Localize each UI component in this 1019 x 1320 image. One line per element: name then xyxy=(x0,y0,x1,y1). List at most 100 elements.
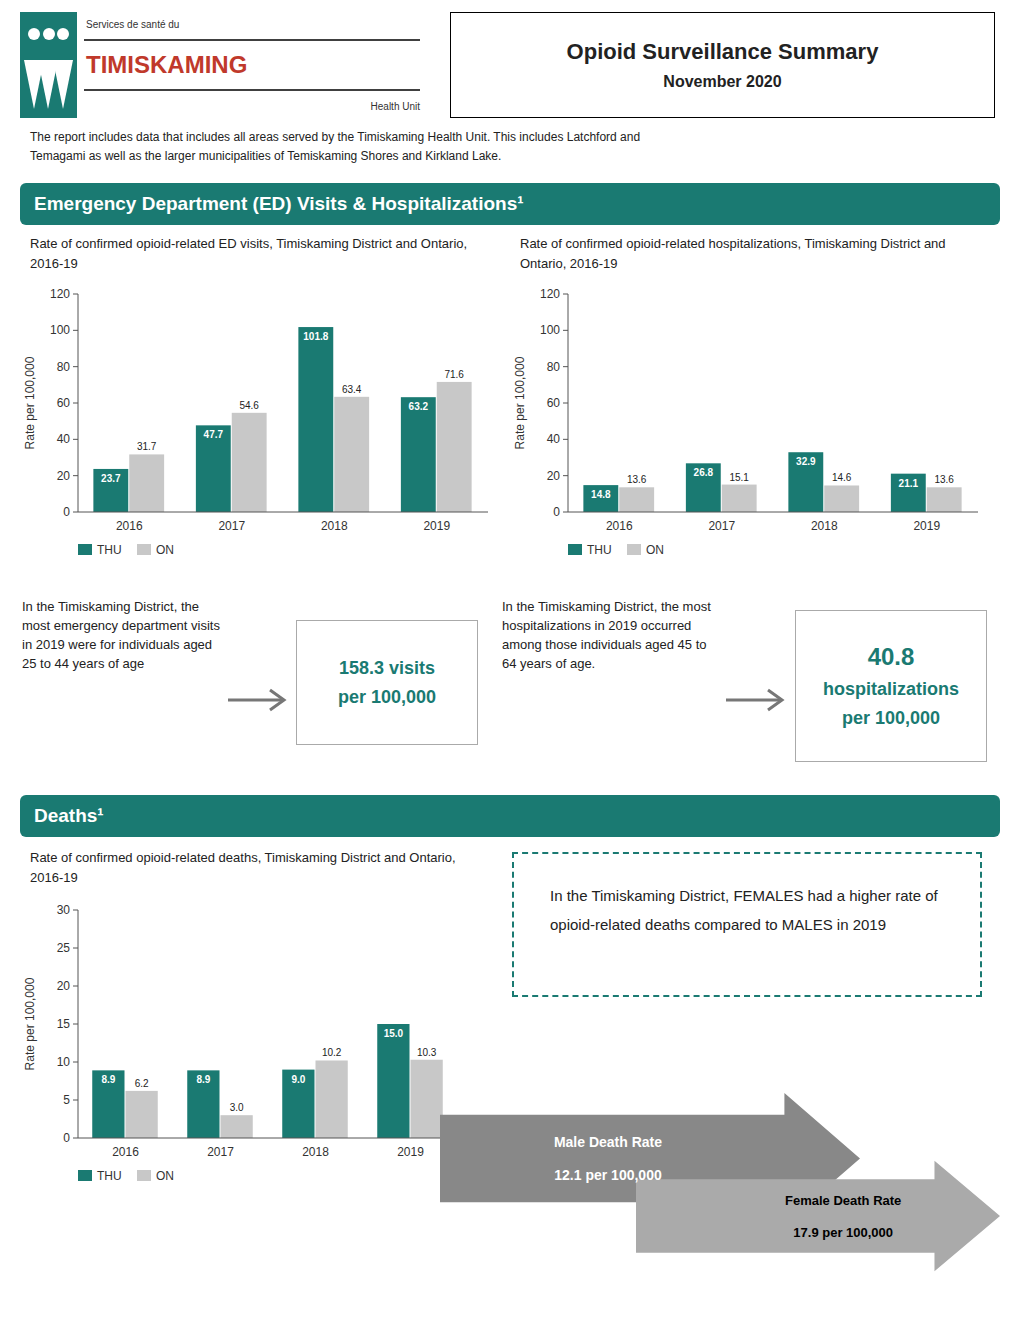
data-label: 63.2 xyxy=(409,401,429,412)
y-tick-label: 30 xyxy=(57,903,71,917)
arrow-head xyxy=(270,690,284,710)
data-label: 71.6 xyxy=(444,369,464,380)
female-arrow xyxy=(636,1161,1000,1271)
stat-text: 158.3 visits xyxy=(339,658,435,679)
logo-rule xyxy=(84,39,420,41)
legend-swatch xyxy=(137,544,151,555)
legend-swatch xyxy=(627,544,641,555)
legend-swatch xyxy=(137,1170,151,1181)
y-axis xyxy=(568,294,569,512)
bar xyxy=(891,474,926,512)
sex-arrows: Male Death Rate12.1 per 100,000Female De… xyxy=(440,1055,1000,1285)
x-axis xyxy=(78,1138,458,1139)
y-tick xyxy=(73,948,78,949)
bar-chart: Rate per 100,00002040608010012023.747.71… xyxy=(20,276,500,576)
y-tick-label: 0 xyxy=(63,1131,70,1145)
bar xyxy=(232,413,267,512)
x-tick-label: 2016 xyxy=(112,1145,139,1159)
bar xyxy=(92,1070,124,1138)
data-label: 32.9 xyxy=(796,456,816,467)
logo-square xyxy=(20,12,77,118)
page: Services de santé duTIMISKAMINGHealth Un… xyxy=(0,0,1019,1320)
y-tick-label: 15 xyxy=(57,1017,71,1031)
logo-head xyxy=(28,28,40,40)
data-label: 13.6 xyxy=(627,474,647,485)
data-label: 3.0 xyxy=(230,1102,244,1113)
chart-title: Rate of confirmed opioid-related deaths,… xyxy=(30,848,470,887)
bars xyxy=(92,1024,443,1138)
data-label: 6.2 xyxy=(135,1078,149,1089)
x-axis xyxy=(568,512,978,513)
y-tick-label: 120 xyxy=(540,287,560,301)
legend-swatch xyxy=(78,1170,92,1181)
data-label: 10.2 xyxy=(322,1047,342,1058)
data-label: 14.8 xyxy=(591,489,611,500)
stat-box: 40.8 hospitalizations per 100,000 xyxy=(795,610,987,762)
section-banner: Emergency Department (ED) Visits & Hospi… xyxy=(20,183,1000,225)
axis-label: Rate per 100,000 xyxy=(23,977,37,1070)
logo-text: TIMISKAMING xyxy=(86,51,247,78)
arrow-text: 12.1 per 100,000 xyxy=(554,1167,662,1183)
x-tick-label: 2019 xyxy=(913,519,940,533)
y-tick xyxy=(73,512,78,513)
y-tick xyxy=(73,1100,78,1101)
y-tick-label: 0 xyxy=(553,505,560,519)
legend-swatch xyxy=(568,544,582,555)
stat-text: hospitalizations xyxy=(823,679,959,700)
logo: Services de santé duTIMISKAMINGHealth Un… xyxy=(20,10,430,120)
bar xyxy=(411,1060,443,1138)
bar xyxy=(282,1070,314,1138)
stat-text: per 100,000 xyxy=(338,687,436,708)
x-tick-label: 2019 xyxy=(397,1145,424,1159)
data-label: 10.3 xyxy=(417,1047,437,1058)
y-tick-label: 40 xyxy=(57,432,71,446)
logo-text: Services de santé du xyxy=(86,19,179,30)
stat-text: per 100,000 xyxy=(842,708,940,729)
bar xyxy=(187,1070,219,1138)
y-tick xyxy=(73,1138,78,1139)
x-tick-label: 2017 xyxy=(207,1145,234,1159)
x-tick-label: 2017 xyxy=(218,519,245,533)
stat-box: 158.3 visits per 100,000 xyxy=(296,620,478,745)
x-tick-label: 2017 xyxy=(708,519,735,533)
bar xyxy=(722,485,757,512)
bar xyxy=(126,1091,158,1138)
bar xyxy=(619,487,654,512)
y-axis xyxy=(78,910,79,1138)
y-tick-label: 100 xyxy=(50,323,70,337)
subtitle: November 2020 xyxy=(663,73,781,91)
y-tick-label: 20 xyxy=(547,469,561,483)
legend-entry: THU xyxy=(587,543,612,557)
bar xyxy=(298,327,333,512)
y-tick xyxy=(73,475,78,476)
axis-label: Rate per 100,000 xyxy=(513,356,527,449)
bar xyxy=(334,397,369,512)
y-tick xyxy=(73,294,78,295)
logo-head xyxy=(43,28,55,40)
bar xyxy=(437,382,472,512)
data-label: 8.9 xyxy=(101,1074,115,1085)
y-tick xyxy=(73,366,78,367)
y-tick-label: 5 xyxy=(63,1093,70,1107)
y-tick xyxy=(563,403,568,404)
y-tick-label: 120 xyxy=(50,287,70,301)
y-tick-label: 40 xyxy=(547,432,561,446)
data-label: 13.6 xyxy=(934,474,954,485)
data-label: 26.8 xyxy=(694,467,714,478)
stat-text: 40.8 xyxy=(868,643,915,671)
y-tick xyxy=(563,475,568,476)
y-tick-label: 60 xyxy=(57,396,71,410)
data-label: 23.7 xyxy=(101,473,121,484)
x-tick-label: 2016 xyxy=(606,519,633,533)
y-tick-label: 25 xyxy=(57,941,71,955)
logo-body xyxy=(53,60,73,109)
y-tick-label: 60 xyxy=(547,396,561,410)
bar xyxy=(686,463,721,512)
bar-chart: Rate per 100,0000510152025308.98.99.015.… xyxy=(20,892,470,1202)
y-tick-label: 10 xyxy=(57,1055,71,1069)
x-tick-label: 2019 xyxy=(423,519,450,533)
arrow-shaft xyxy=(228,699,282,702)
data-label: 54.6 xyxy=(239,400,259,411)
y-tick-label: 80 xyxy=(547,360,561,374)
title-box: Opioid Surveillance SummaryNovember 2020 xyxy=(450,12,995,118)
